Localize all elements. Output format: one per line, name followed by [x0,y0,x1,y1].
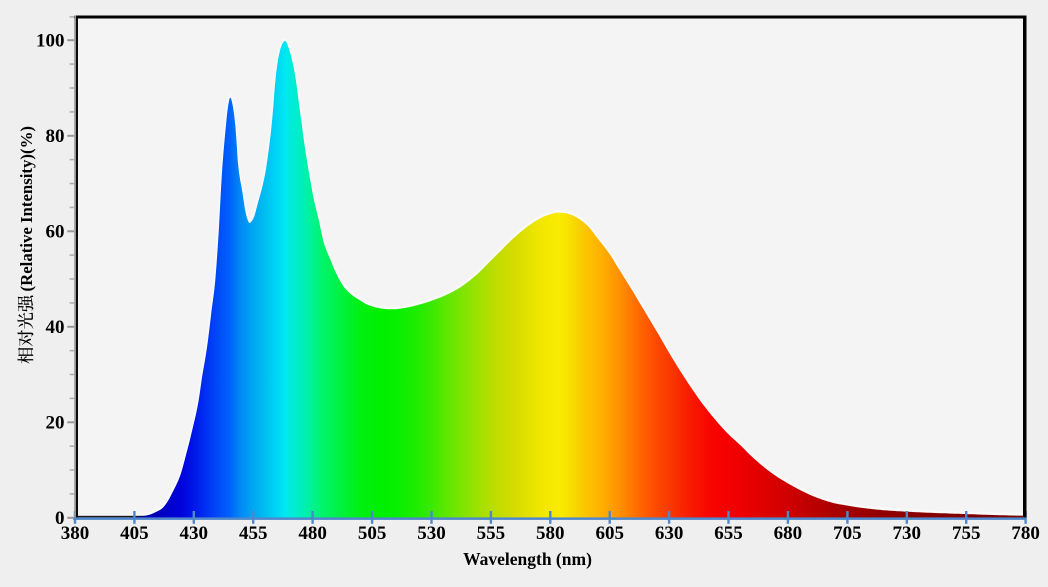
svg-text:605: 605 [595,523,624,544]
svg-text:655: 655 [714,523,743,544]
svg-text:60: 60 [46,222,65,243]
svg-text:555: 555 [477,523,506,544]
svg-text:630: 630 [655,523,684,544]
svg-text:530: 530 [417,523,446,544]
svg-text:505: 505 [358,523,387,544]
svg-text:380: 380 [61,523,90,544]
svg-text:455: 455 [239,523,268,544]
svg-text:580: 580 [536,523,565,544]
svg-text:480: 480 [298,523,327,544]
svg-text:(Relative Intensity)(%): (Relative Intensity)(%) [17,126,36,291]
svg-text:780: 780 [1011,523,1040,544]
svg-text:705: 705 [833,523,862,544]
svg-text:730: 730 [893,523,922,544]
svg-text:755: 755 [952,523,981,544]
svg-text:80: 80 [46,126,65,147]
svg-text:20: 20 [46,413,65,434]
svg-text:40: 40 [46,317,65,338]
svg-text:405: 405 [120,523,149,544]
svg-text:100: 100 [36,30,65,51]
svg-text:0: 0 [55,508,65,529]
svg-text:680: 680 [774,523,803,544]
svg-text:430: 430 [180,523,209,544]
svg-text:Wavelength (nm): Wavelength (nm) [463,549,592,569]
